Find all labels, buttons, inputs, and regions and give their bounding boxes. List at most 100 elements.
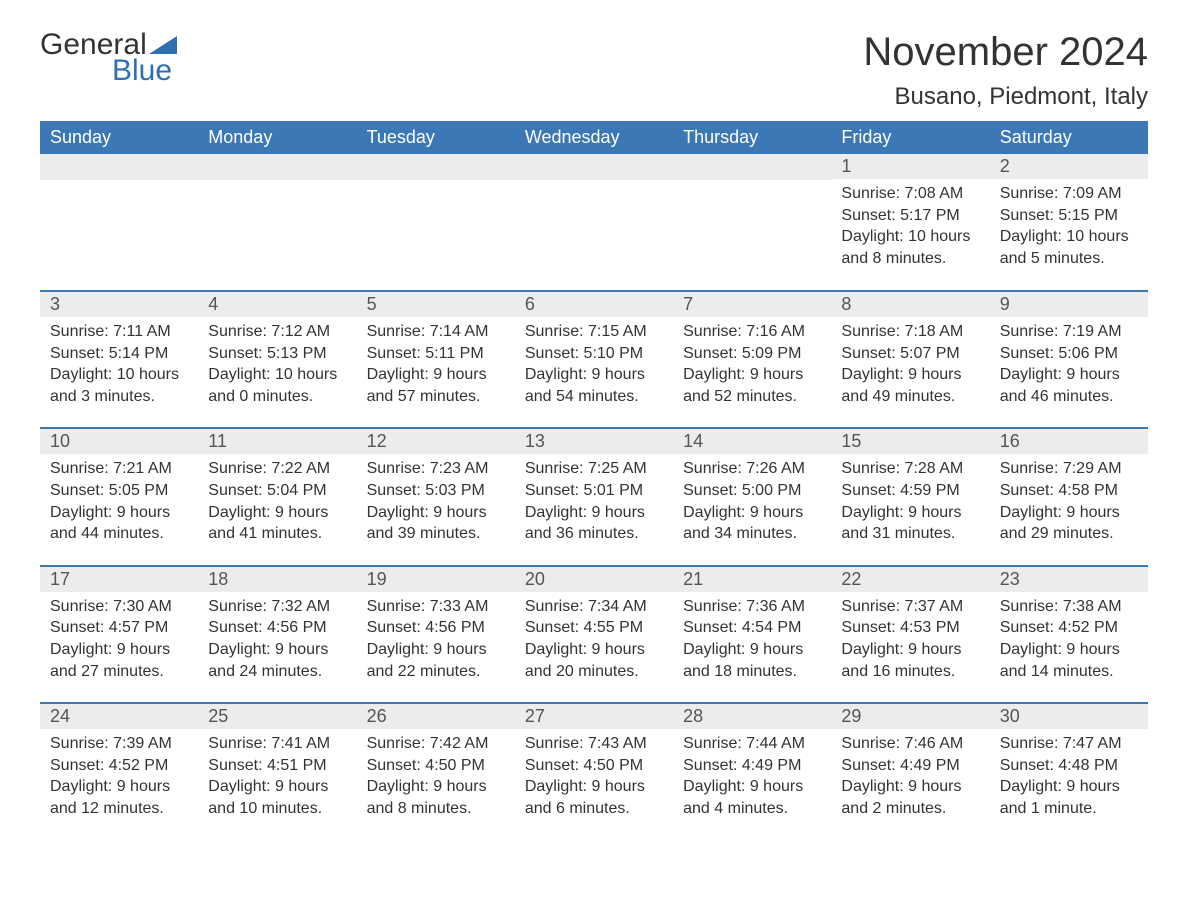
calendar-day-cell [198, 154, 356, 291]
day-number: 7 [673, 292, 831, 317]
logo-word2: Blue [112, 56, 172, 86]
header: General Blue November 2024 Busano, Piedm… [40, 30, 1148, 111]
sunset-text: Sunset: 5:11 PM [367, 343, 505, 365]
day-body: Sunrise: 7:38 AMSunset: 4:52 PMDaylight:… [990, 592, 1148, 702]
calendar-day-cell: 27Sunrise: 7:43 AMSunset: 4:50 PMDayligh… [515, 703, 673, 839]
daylight-text: Daylight: 9 hours and 29 minutes. [1000, 502, 1138, 545]
daylight-text: Daylight: 9 hours and 41 minutes. [208, 502, 346, 545]
daylight-text: Daylight: 9 hours and 24 minutes. [208, 639, 346, 682]
day-body: Sunrise: 7:25 AMSunset: 5:01 PMDaylight:… [515, 454, 673, 564]
daylight-text: Daylight: 10 hours and 8 minutes. [841, 226, 979, 269]
day-number: 13 [515, 429, 673, 454]
sunset-text: Sunset: 4:52 PM [1000, 617, 1138, 639]
day-number: 15 [831, 429, 989, 454]
weekday-header-row: Sunday Monday Tuesday Wednesday Thursday… [40, 121, 1148, 154]
day-number: 23 [990, 567, 1148, 592]
day-body: Sunrise: 7:09 AMSunset: 5:15 PMDaylight:… [990, 179, 1148, 289]
day-number: 26 [357, 704, 515, 729]
sunrise-text: Sunrise: 7:18 AM [841, 321, 979, 343]
calendar-day-cell: 14Sunrise: 7:26 AMSunset: 5:00 PMDayligh… [673, 428, 831, 565]
day-number: 9 [990, 292, 1148, 317]
day-number: 12 [357, 429, 515, 454]
sunrise-text: Sunrise: 7:28 AM [841, 458, 979, 480]
sunset-text: Sunset: 5:06 PM [1000, 343, 1138, 365]
sunset-text: Sunset: 5:05 PM [50, 480, 188, 502]
sunrise-text: Sunrise: 7:32 AM [208, 596, 346, 618]
day-body [198, 180, 356, 290]
day-body: Sunrise: 7:34 AMSunset: 4:55 PMDaylight:… [515, 592, 673, 702]
sunset-text: Sunset: 5:00 PM [683, 480, 821, 502]
day-number [40, 154, 198, 180]
sunset-text: Sunset: 4:54 PM [683, 617, 821, 639]
daylight-text: Daylight: 9 hours and 22 minutes. [367, 639, 505, 682]
day-body: Sunrise: 7:22 AMSunset: 5:04 PMDaylight:… [198, 454, 356, 564]
sunrise-text: Sunrise: 7:26 AM [683, 458, 821, 480]
daylight-text: Daylight: 9 hours and 20 minutes. [525, 639, 663, 682]
calendar-week-row: 24Sunrise: 7:39 AMSunset: 4:52 PMDayligh… [40, 703, 1148, 839]
weekday-header: Friday [831, 121, 989, 154]
calendar-week-row: 10Sunrise: 7:21 AMSunset: 5:05 PMDayligh… [40, 428, 1148, 565]
sunrise-text: Sunrise: 7:11 AM [50, 321, 188, 343]
day-body: Sunrise: 7:29 AMSunset: 4:58 PMDaylight:… [990, 454, 1148, 564]
logo: General Blue [40, 30, 177, 86]
day-body: Sunrise: 7:08 AMSunset: 5:17 PMDaylight:… [831, 179, 989, 289]
calendar-day-cell: 12Sunrise: 7:23 AMSunset: 5:03 PMDayligh… [357, 428, 515, 565]
sunrise-text: Sunrise: 7:22 AM [208, 458, 346, 480]
sunset-text: Sunset: 5:10 PM [525, 343, 663, 365]
sunrise-text: Sunrise: 7:12 AM [208, 321, 346, 343]
day-number: 27 [515, 704, 673, 729]
day-body: Sunrise: 7:39 AMSunset: 4:52 PMDaylight:… [40, 729, 198, 839]
calendar-day-cell: 24Sunrise: 7:39 AMSunset: 4:52 PMDayligh… [40, 703, 198, 839]
day-number [198, 154, 356, 180]
calendar-day-cell: 6Sunrise: 7:15 AMSunset: 5:10 PMDaylight… [515, 291, 673, 428]
sunset-text: Sunset: 4:59 PM [841, 480, 979, 502]
sunset-text: Sunset: 4:52 PM [50, 755, 188, 777]
sunrise-text: Sunrise: 7:46 AM [841, 733, 979, 755]
sunrise-text: Sunrise: 7:42 AM [367, 733, 505, 755]
daylight-text: Daylight: 9 hours and 2 minutes. [841, 776, 979, 819]
daylight-text: Daylight: 9 hours and 57 minutes. [367, 364, 505, 407]
calendar-day-cell: 4Sunrise: 7:12 AMSunset: 5:13 PMDaylight… [198, 291, 356, 428]
sunrise-text: Sunrise: 7:29 AM [1000, 458, 1138, 480]
day-number: 6 [515, 292, 673, 317]
calendar-day-cell: 7Sunrise: 7:16 AMSunset: 5:09 PMDaylight… [673, 291, 831, 428]
daylight-text: Daylight: 9 hours and 10 minutes. [208, 776, 346, 819]
day-body [673, 180, 831, 290]
day-body: Sunrise: 7:43 AMSunset: 4:50 PMDaylight:… [515, 729, 673, 839]
day-number: 3 [40, 292, 198, 317]
weekday-header: Wednesday [515, 121, 673, 154]
sunset-text: Sunset: 5:03 PM [367, 480, 505, 502]
calendar-table: Sunday Monday Tuesday Wednesday Thursday… [40, 121, 1148, 840]
calendar-day-cell [673, 154, 831, 291]
calendar-day-cell: 26Sunrise: 7:42 AMSunset: 4:50 PMDayligh… [357, 703, 515, 839]
day-body: Sunrise: 7:37 AMSunset: 4:53 PMDaylight:… [831, 592, 989, 702]
sunset-text: Sunset: 5:14 PM [50, 343, 188, 365]
sunset-text: Sunset: 4:55 PM [525, 617, 663, 639]
sunset-text: Sunset: 5:07 PM [841, 343, 979, 365]
daylight-text: Daylight: 9 hours and 44 minutes. [50, 502, 188, 545]
calendar-day-cell: 13Sunrise: 7:25 AMSunset: 5:01 PMDayligh… [515, 428, 673, 565]
day-body: Sunrise: 7:21 AMSunset: 5:05 PMDaylight:… [40, 454, 198, 564]
sunset-text: Sunset: 5:15 PM [1000, 205, 1138, 227]
sunrise-text: Sunrise: 7:16 AM [683, 321, 821, 343]
sunrise-text: Sunrise: 7:14 AM [367, 321, 505, 343]
day-body: Sunrise: 7:28 AMSunset: 4:59 PMDaylight:… [831, 454, 989, 564]
calendar-day-cell: 9Sunrise: 7:19 AMSunset: 5:06 PMDaylight… [990, 291, 1148, 428]
day-number: 19 [357, 567, 515, 592]
calendar-day-cell: 1Sunrise: 7:08 AMSunset: 5:17 PMDaylight… [831, 154, 989, 291]
daylight-text: Daylight: 10 hours and 3 minutes. [50, 364, 188, 407]
day-body: Sunrise: 7:15 AMSunset: 5:10 PMDaylight:… [515, 317, 673, 427]
day-body: Sunrise: 7:12 AMSunset: 5:13 PMDaylight:… [198, 317, 356, 427]
sunset-text: Sunset: 4:57 PM [50, 617, 188, 639]
sunset-text: Sunset: 5:04 PM [208, 480, 346, 502]
sunrise-text: Sunrise: 7:37 AM [841, 596, 979, 618]
daylight-text: Daylight: 10 hours and 0 minutes. [208, 364, 346, 407]
sunset-text: Sunset: 5:09 PM [683, 343, 821, 365]
calendar-day-cell: 3 Sunrise: 7:11 AMSunset: 5:14 PMDaylight… [40, 291, 198, 428]
calendar-day-cell: 11Sunrise: 7:22 AMSunset: 5:04 PMDayligh… [198, 428, 356, 565]
day-body: Sunrise: 7:26 AMSunset: 5:00 PMDaylight:… [673, 454, 831, 564]
daylight-text: Daylight: 9 hours and 18 minutes. [683, 639, 821, 682]
sunrise-text: Sunrise: 7:39 AM [50, 733, 188, 755]
calendar-day-cell: 25Sunrise: 7:41 AMSunset: 4:51 PMDayligh… [198, 703, 356, 839]
calendar-day-cell: 8Sunrise: 7:18 AMSunset: 5:07 PMDaylight… [831, 291, 989, 428]
